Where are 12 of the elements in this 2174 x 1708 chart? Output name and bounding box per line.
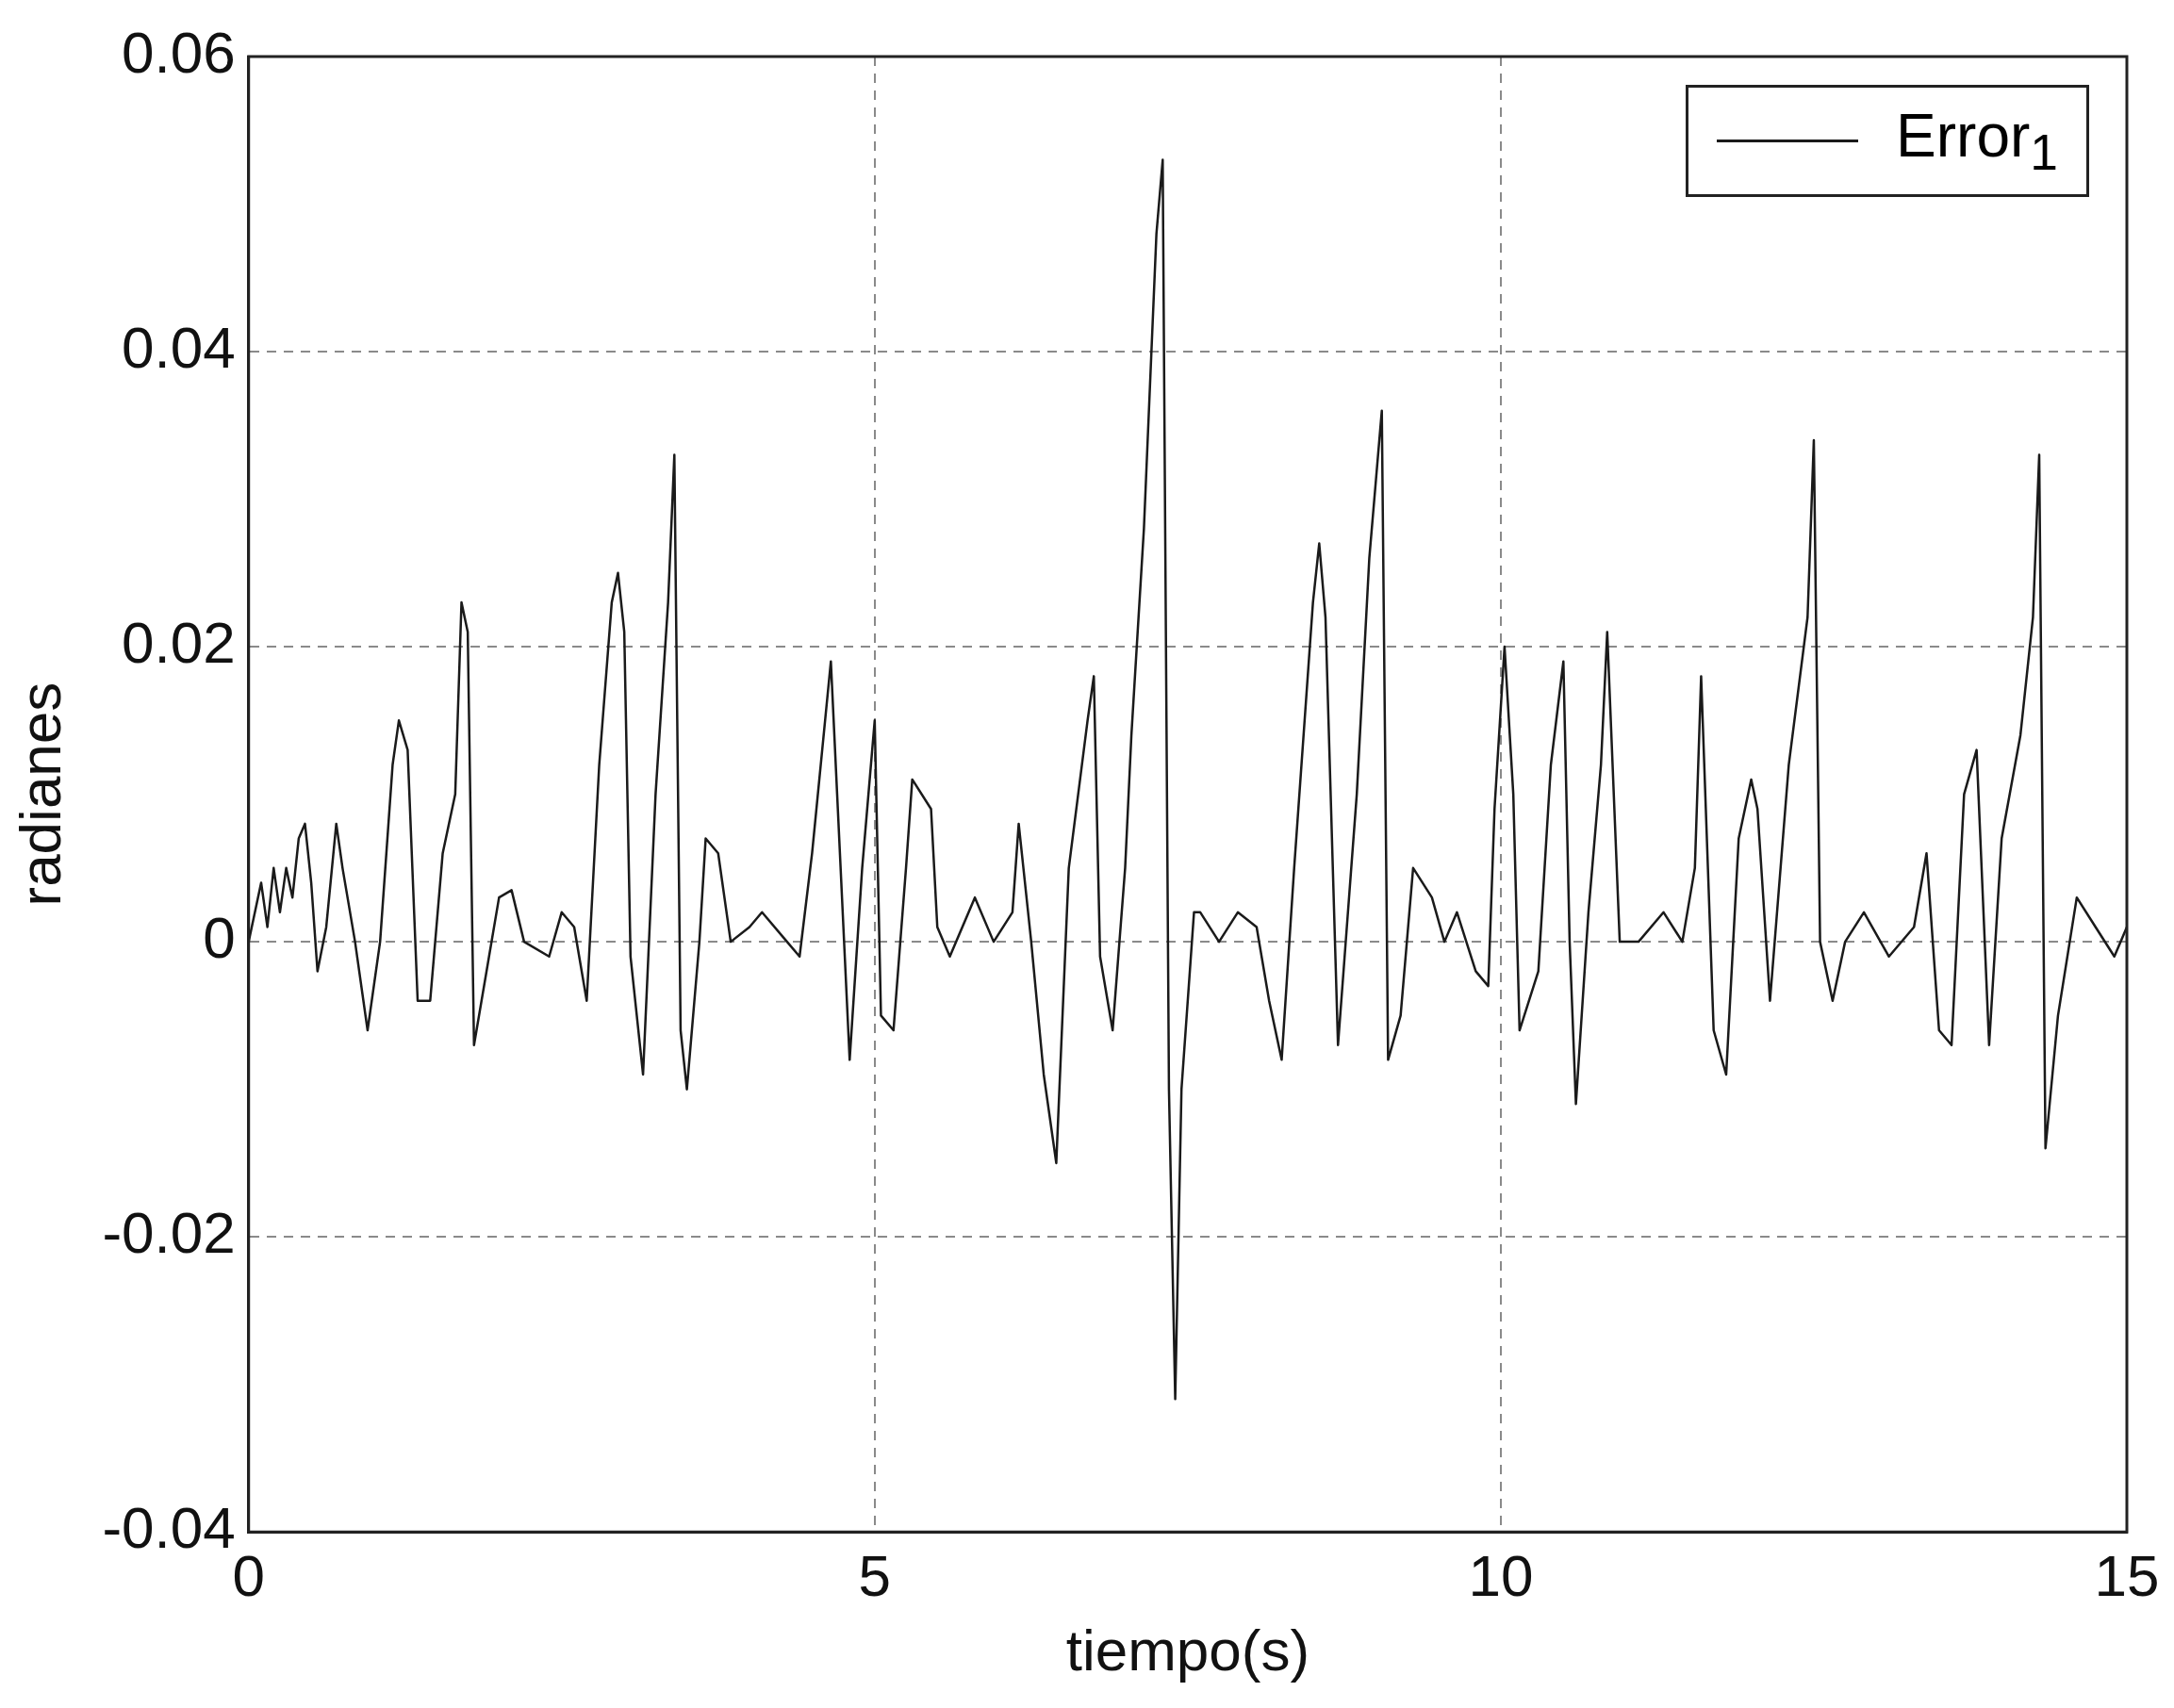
y-tick-label: 0.02	[122, 610, 236, 676]
y-tick-label: 0	[203, 905, 236, 971]
x-axis-title: tiempo(s)	[1065, 1617, 1310, 1683]
y-tick-label: -0.04	[102, 1495, 236, 1561]
y-axis-title: radianes	[8, 682, 74, 907]
y-tick-label: -0.02	[102, 1200, 236, 1266]
x-tick-label: 10	[1468, 1543, 1534, 1609]
x-tick-label: 5	[858, 1543, 892, 1609]
y-tick-label: 0.04	[122, 315, 236, 381]
y-tick-label: 0.06	[122, 20, 236, 86]
x-tick-label: 15	[2094, 1543, 2160, 1609]
legend-label: Error$_{1}$	[1896, 101, 2058, 181]
